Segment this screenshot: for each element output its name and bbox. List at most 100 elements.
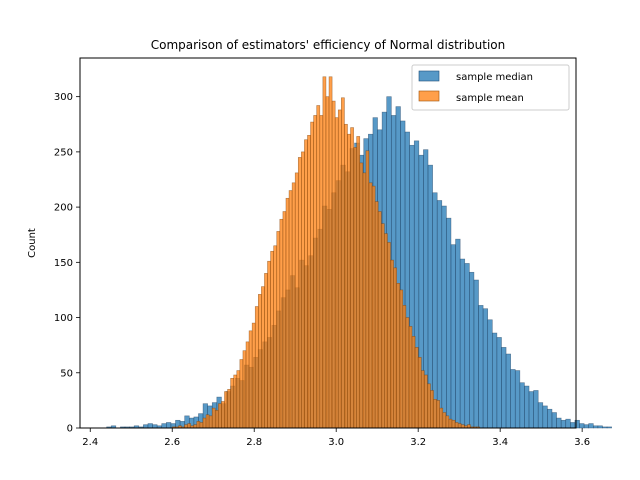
bar-sample-mean: [427, 383, 431, 429]
legend-swatch-sample-median: [418, 70, 440, 82]
bar-sample-mean: [402, 305, 407, 429]
bar-sample-median: [583, 424, 590, 429]
bar-sample-mean: [405, 317, 410, 429]
bar-sample-mean: [208, 415, 213, 429]
bar-sample-mean: [294, 172, 299, 429]
bar-sample-mean: [334, 117, 339, 429]
bar-sample-mean: [350, 127, 354, 429]
bar-sample-mean: [439, 407, 444, 429]
bar-sample-median: [161, 423, 167, 429]
bar-sample-mean: [331, 100, 336, 429]
bar-sample-mean: [353, 147, 357, 429]
bar-sample-mean: [451, 419, 456, 429]
bar-sample-mean: [236, 370, 241, 429]
bar-sample-median: [528, 391, 534, 429]
y-tick-label: 50: [60, 368, 73, 379]
legend-box: [411, 64, 570, 111]
x-axis: 2.4 2.6 2.8 3.0 3.2 3.4 3.6: [82, 428, 590, 448]
bar-sample-median: [436, 200, 443, 429]
y-axis: 0 50 100 150 200 250 300: [54, 92, 80, 435]
bar-sample-mean: [322, 76, 327, 429]
bar-sample-mean: [359, 162, 364, 429]
y-tick-label: 0: [67, 424, 73, 435]
bar-sample-mean: [442, 412, 447, 429]
bar-sample-mean: [399, 289, 404, 429]
bar-sample-mean: [202, 417, 207, 429]
bar-sample-median: [560, 419, 567, 429]
bar-sample-mean: [211, 407, 216, 429]
bar-sample-mean: [448, 418, 453, 429]
bar-sample-mean: [408, 326, 413, 429]
bar-sample-median: [537, 402, 544, 429]
bar-sample-mean: [242, 350, 247, 429]
bar-sample-mean: [316, 105, 321, 429]
bar-sample-median: [491, 332, 498, 429]
bar-sample-mean: [282, 211, 287, 429]
bar-sample-mean: [417, 357, 422, 429]
bar-sample-median: [441, 205, 447, 429]
bar-sample-mean: [341, 97, 345, 429]
bar-sample-median: [597, 425, 603, 429]
bar-sample-median: [588, 423, 594, 429]
bar-sample-median: [482, 308, 489, 429]
bar-sample-median: [487, 319, 493, 429]
bar-sample-mean: [411, 336, 416, 429]
bar-sample-mean: [245, 341, 250, 429]
bar-sample-mean: [254, 306, 259, 429]
bar-sample-mean: [251, 322, 256, 429]
bar-sample-mean: [230, 377, 235, 429]
bar-sample-median: [455, 238, 461, 429]
bar-sample-median: [551, 412, 557, 429]
bar-sample-mean: [347, 133, 351, 429]
bar-sample-median: [166, 422, 172, 429]
bar-sample-mean: [304, 139, 308, 429]
legend-swatch-sample-mean: [418, 90, 440, 102]
bar-sample-mean: [297, 157, 302, 429]
bar-sample-median: [505, 353, 511, 429]
bar-sample-mean: [313, 115, 318, 429]
bar-sample-median: [510, 369, 516, 429]
x-tick-label: 2.6: [164, 437, 180, 448]
x-tick-label: 3.2: [410, 437, 426, 448]
bar-sample-mean: [436, 400, 441, 429]
bar-sample-mean: [396, 283, 401, 429]
chart-title: Comparison of estimators' efficiency of …: [151, 38, 506, 52]
y-axis-label: Count: [27, 228, 38, 258]
bar-sample-mean: [270, 250, 274, 429]
bar-sample-mean: [424, 374, 428, 429]
bar-sample-mean: [387, 242, 391, 429]
bar-sample-median: [446, 217, 452, 429]
x-tick-label: 3.4: [492, 437, 508, 448]
bar-sample-median: [547, 408, 553, 429]
plot-area-frame: [79, 57, 577, 429]
bar-sample-mean: [368, 182, 373, 429]
bar-sample-mean: [199, 422, 204, 429]
bar-sample-mean: [227, 389, 231, 429]
bar-sample-mean: [187, 423, 191, 429]
bar-sample-mean: [279, 218, 284, 429]
y-tick-label: 200: [54, 203, 73, 214]
bar-sample-mean: [420, 370, 425, 429]
bar-sample-mean: [218, 403, 222, 429]
bar-sample-mean: [261, 286, 265, 429]
bar-sample-mean: [344, 123, 348, 429]
bar-sample-mean: [196, 421, 201, 429]
bar-sample-median: [501, 347, 507, 429]
bar-sample-mean: [239, 359, 244, 429]
bar-sample-median: [496, 337, 502, 429]
legend-label-sample-mean: sample mean: [456, 93, 524, 104]
x-tick-label: 3.0: [328, 437, 344, 448]
series-sample-mean: [171, 76, 480, 429]
bar-sample-mean: [380, 223, 385, 429]
bar-sample-median: [602, 426, 608, 429]
bar-sample-mean: [285, 197, 290, 429]
bar-sample-mean: [291, 182, 296, 429]
bar-sample-mean: [224, 391, 228, 429]
x-tick-label: 2.8: [246, 437, 262, 448]
bar-sample-mean: [233, 374, 238, 429]
bar-sample-median: [459, 258, 466, 429]
x-tick-label: 2.4: [82, 437, 98, 448]
y-tick-label: 250: [54, 147, 73, 158]
bar-sample-median: [579, 423, 585, 429]
